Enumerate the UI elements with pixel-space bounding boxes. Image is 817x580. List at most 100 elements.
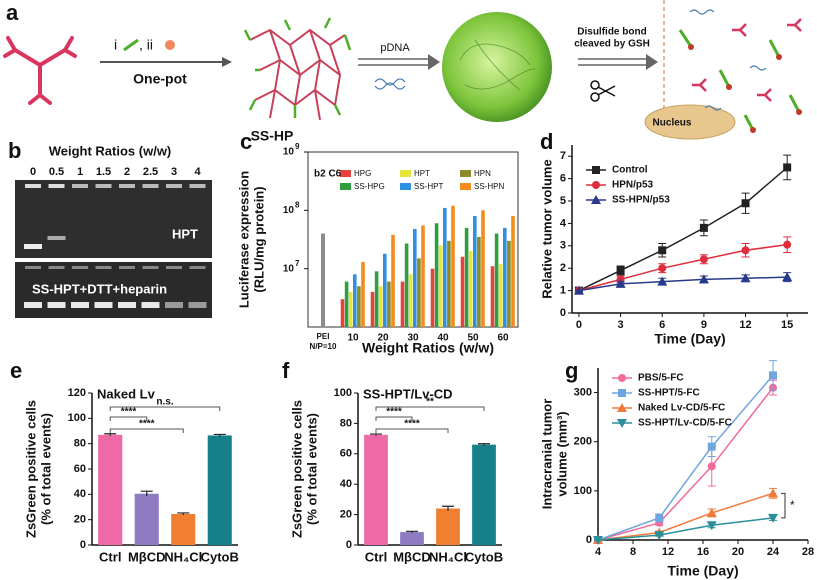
- x-axis-label: Time (Day): [667, 563, 738, 579]
- error-bar: [140, 490, 153, 497]
- y-tick-label: 3: [560, 240, 566, 252]
- lanes: 0 0.5 1 1.5 2 2.5 3 4: [24, 166, 207, 308]
- bar: [408, 274, 413, 327]
- x-tick-label: 20: [377, 333, 389, 344]
- bar: [171, 513, 196, 545]
- bar: [477, 236, 481, 327]
- band: [188, 302, 207, 308]
- point: [741, 246, 750, 255]
- point: [615, 278, 626, 288]
- x-tick-label: 16: [697, 546, 709, 558]
- legend-marker: [618, 374, 626, 382]
- panel-label: e: [10, 358, 22, 383]
- gel-label: SS-HPT+DTT+heparin: [32, 281, 167, 296]
- bar: [481, 210, 485, 327]
- y-tick-label: 100: [334, 387, 352, 399]
- x-tick-label: 8: [630, 546, 636, 558]
- bar: [498, 264, 503, 327]
- point: [741, 199, 750, 208]
- y-tick-label: 20: [340, 509, 352, 521]
- scissors: [590, 80, 616, 102]
- bar: [472, 444, 496, 545]
- series-line: [578, 276, 788, 292]
- well: [48, 266, 65, 269]
- x-tick-label: N/P=10: [310, 342, 337, 351]
- bar: [421, 225, 425, 327]
- point: [573, 285, 584, 295]
- legend-swatch: [460, 170, 471, 177]
- point: [616, 266, 625, 275]
- x-tick-label: NH₄Cl: [164, 549, 202, 564]
- point: [706, 521, 717, 531]
- error-bar: [406, 530, 418, 533]
- point: [707, 462, 716, 471]
- point: [740, 273, 751, 283]
- error-bar: [370, 433, 382, 436]
- bar: [460, 256, 465, 327]
- legend-label: Naked Lv-CD/5-FC: [638, 403, 725, 414]
- error-bar: [478, 443, 490, 446]
- lane-label: 0: [30, 166, 36, 178]
- texture: [459, 39, 536, 91]
- significance-bracket: [109, 416, 148, 421]
- y-tick-exponent: 8: [295, 200, 300, 209]
- bar: [400, 532, 424, 545]
- bar: [321, 233, 325, 327]
- lane-label: 0.5: [49, 166, 64, 178]
- y-axis-label: ZsGreen positive cells: [289, 400, 304, 538]
- legend-label: SS-HPT: [414, 182, 443, 191]
- reagent: [123, 38, 139, 52]
- organelle: Nucleus: [653, 118, 692, 129]
- bar: [344, 281, 349, 327]
- bar: [364, 434, 388, 545]
- well: [119, 266, 135, 269]
- bar: [391, 234, 395, 327]
- y-axis-label: (RLU/mg protein): [251, 186, 266, 292]
- legend-marker: [592, 181, 600, 189]
- lane-label: 3: [171, 166, 177, 178]
- bar: [443, 207, 447, 327]
- legend-marker: [592, 166, 600, 174]
- point: [593, 536, 603, 545]
- series-line: [578, 166, 788, 292]
- point: [768, 488, 778, 498]
- legend-label: SS-HPG: [354, 182, 385, 191]
- bar: [340, 299, 345, 327]
- legend-label: SS-HPT/Lv-CD/5-FC: [638, 418, 732, 429]
- point: [768, 513, 778, 523]
- y-tick-label: 10: [283, 147, 295, 158]
- bar: [468, 251, 473, 327]
- point: [699, 255, 708, 264]
- significance-bracket: [109, 428, 184, 433]
- well: [166, 266, 182, 269]
- panel-label: a: [6, 0, 19, 25]
- y-tick-label: 10: [283, 263, 295, 274]
- chart-title: SS-HPT/Lv-CD: [363, 386, 453, 401]
- lane-label: 1.5: [96, 166, 111, 178]
- y-tick-label: 5: [560, 195, 566, 207]
- x-tick-label: 9: [701, 319, 707, 331]
- legend-swatch: [400, 183, 411, 190]
- legend-marker: [591, 195, 601, 204]
- well: [142, 266, 159, 269]
- cargo: pDNA: [380, 42, 410, 54]
- well: [189, 266, 206, 269]
- legend-label: SS-HPT/5-FC: [638, 388, 700, 399]
- x-tick-label: 6: [659, 319, 665, 331]
- step: , ii: [139, 37, 153, 53]
- point: [657, 276, 668, 286]
- x-tick-label: Ctrl: [365, 549, 387, 564]
- bar: [374, 271, 379, 327]
- point: [707, 442, 716, 451]
- release: Disulfide bond: [577, 27, 646, 38]
- x-tick-label: 40: [437, 333, 449, 344]
- x-tick-label: 15: [781, 319, 793, 331]
- significance-label: ****: [139, 419, 155, 430]
- x-tick-label: CytoB: [201, 549, 239, 564]
- point: [658, 246, 667, 255]
- error-bar: [177, 512, 190, 515]
- bar: [503, 227, 507, 327]
- band: [24, 244, 42, 249]
